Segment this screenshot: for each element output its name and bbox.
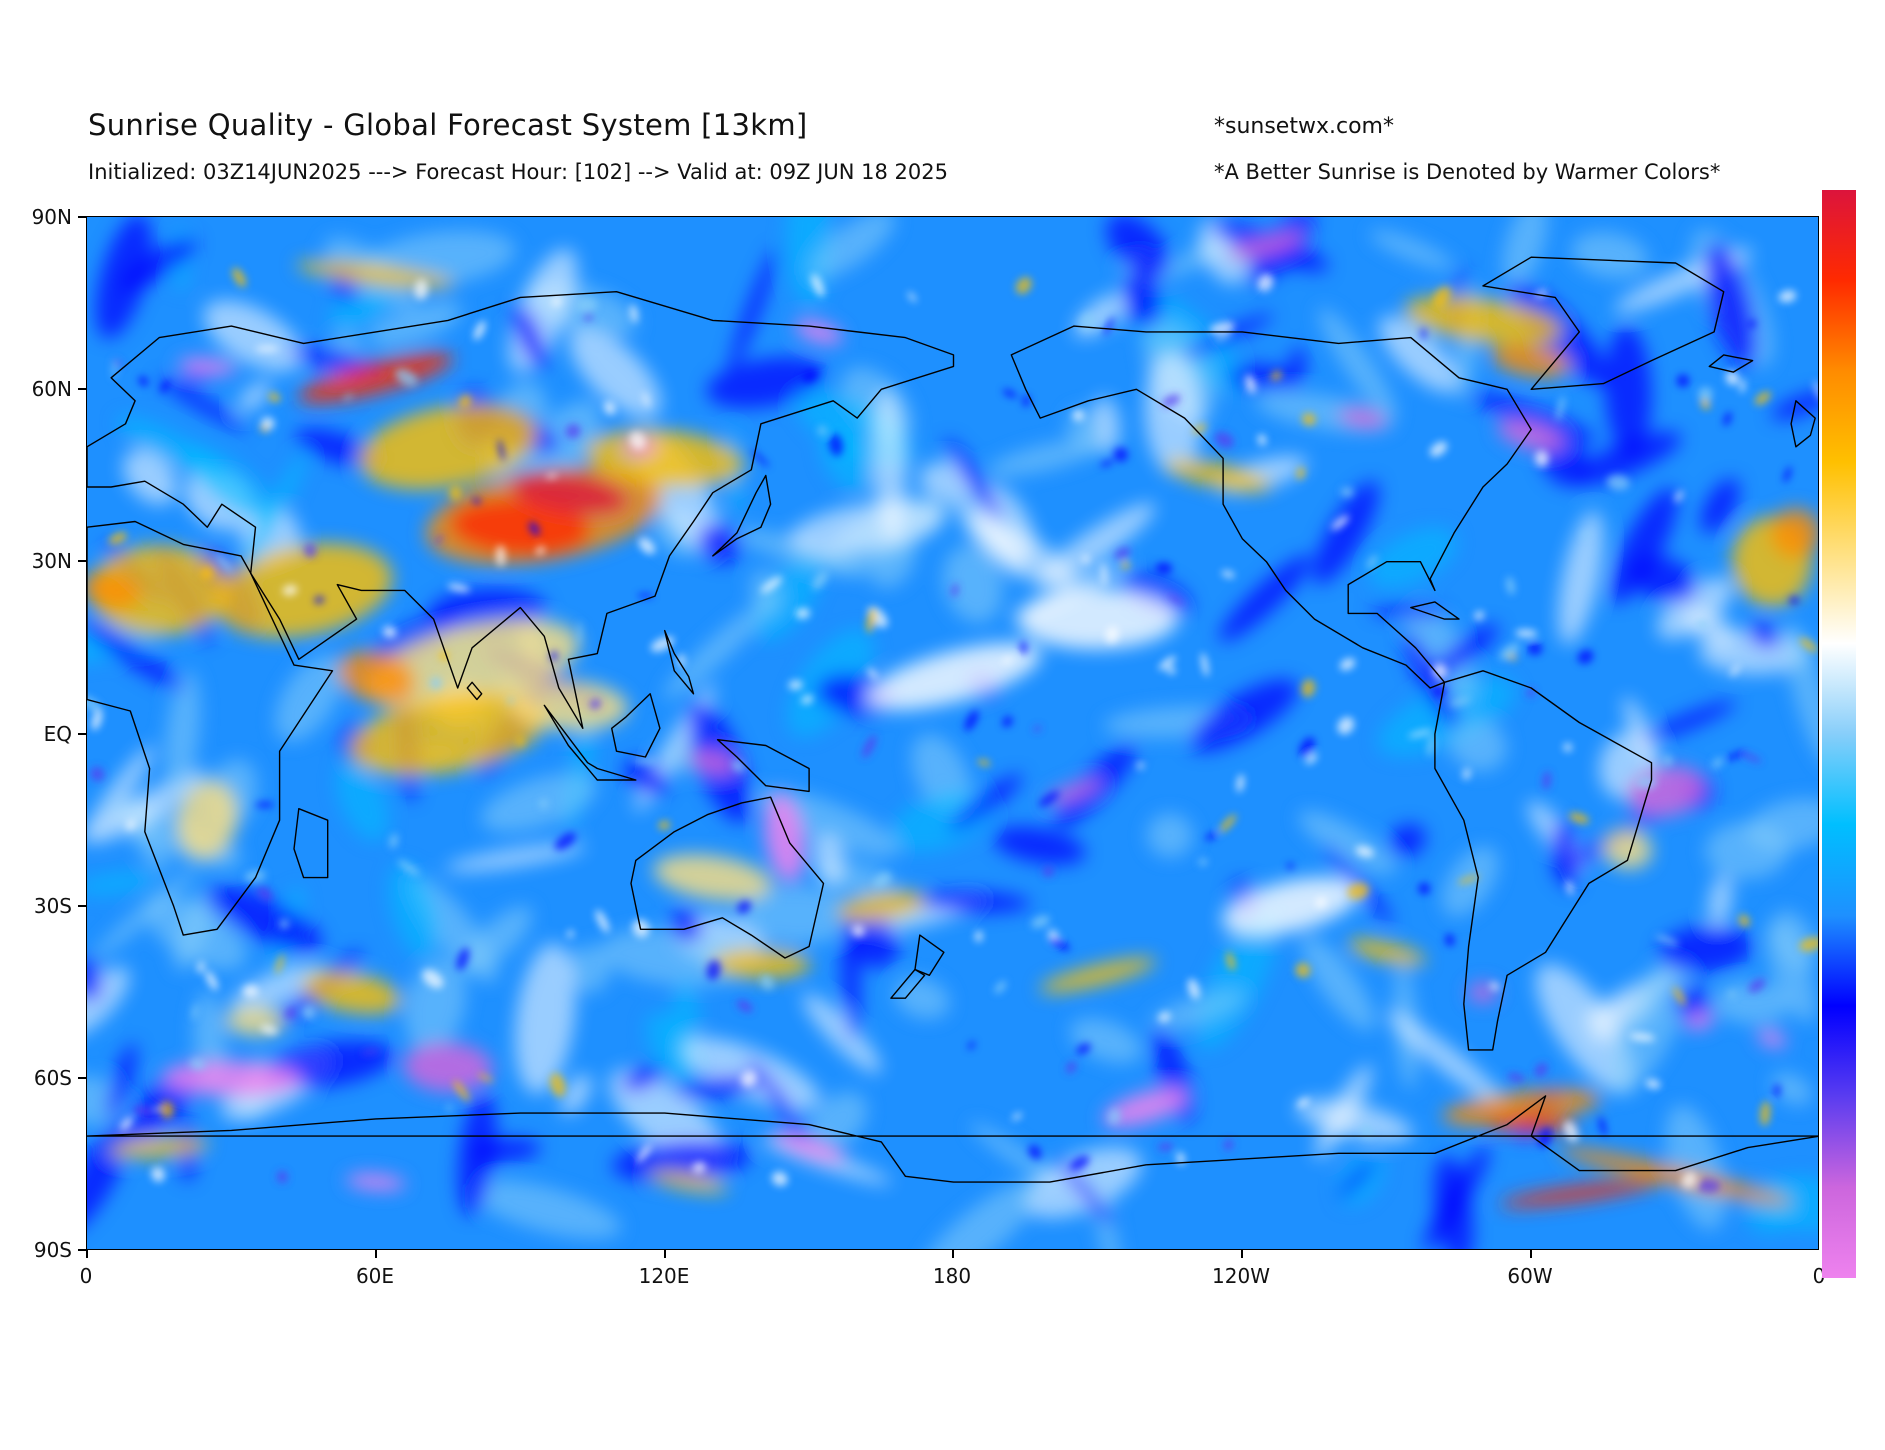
coastline-path	[1790, 400, 1816, 448]
lon-label-120w: 120W	[1212, 1264, 1270, 1288]
lon-tick	[1530, 1250, 1532, 1258]
coastline-path	[1410, 601, 1460, 620]
site-credit: *sunsetwx.com*	[1214, 114, 1394, 139]
lon-label-180: 180	[932, 1264, 972, 1288]
coastline-path	[466, 681, 483, 701]
lat-tick	[78, 1249, 86, 1251]
lon-label-0: 0	[79, 1264, 93, 1288]
lat-tick	[78, 216, 86, 218]
lat-tick	[78, 560, 86, 562]
coastline-path	[712, 474, 772, 557]
lat-label-30s: 30S	[33, 894, 72, 918]
lon-tick	[1241, 1250, 1243, 1258]
lat-label-eq: EQ	[43, 722, 72, 746]
lon-tick	[86, 1250, 88, 1258]
lat-tick	[78, 733, 86, 735]
coastline-path	[611, 693, 661, 758]
coastline-path	[716, 739, 810, 793]
lon-label-60w: 60W	[1507, 1264, 1553, 1288]
coastline-path	[87, 1095, 1818, 1183]
lat-label-30n: 30N	[31, 549, 72, 573]
lon-label-60e: 60E	[355, 1264, 395, 1288]
lon-tick	[375, 1250, 377, 1258]
coastline-path	[630, 796, 825, 959]
lat-tick	[78, 388, 86, 390]
lat-label-60s: 60S	[33, 1066, 72, 1090]
sunrise-quality-detail	[87, 267, 1818, 1193]
legend-note: *A Better Sunrise is Denoted by Warmer C…	[1214, 160, 1721, 184]
forecast-info: Initialized: 03Z14JUN2025 ---> Forecast …	[88, 160, 948, 184]
lat-label-90n: 90N	[31, 205, 72, 229]
chart-title: Sunrise Quality - Global Forecast System…	[88, 108, 808, 142]
coastline-path	[1482, 256, 1725, 390]
lat-tick	[78, 905, 86, 907]
lon-label-120e: 120E	[638, 1264, 690, 1288]
lon-tick	[952, 1250, 954, 1258]
coastline-path	[664, 629, 695, 695]
coastline-path	[293, 808, 329, 879]
coastline-path	[87, 291, 955, 729]
sunrise-quality-field	[87, 217, 1818, 1249]
coastline-path	[87, 520, 334, 936]
coastlines	[87, 256, 1818, 1183]
coastline-path	[890, 968, 926, 999]
coastline-path	[1010, 325, 1532, 689]
lat-tick	[78, 1077, 86, 1079]
world-map	[86, 216, 1819, 1250]
coastline-path	[543, 704, 637, 781]
coastline-path	[1708, 354, 1754, 373]
colorbar	[1822, 190, 1856, 1278]
lat-label-60n: 60N	[31, 377, 72, 401]
lon-tick	[664, 1250, 666, 1258]
coastline-path	[914, 934, 945, 976]
coastline-path	[1434, 670, 1653, 1051]
lat-label-90s: 90S	[33, 1238, 72, 1262]
